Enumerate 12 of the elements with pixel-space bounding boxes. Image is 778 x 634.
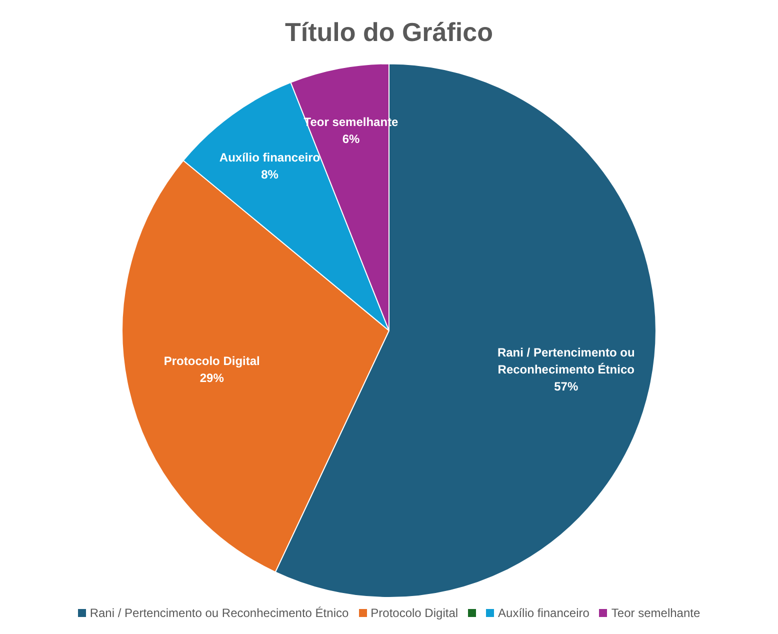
legend-label: Rani / Pertencimento ou Reconhecimento Étnico (90, 606, 349, 620)
data-label: 57% (554, 380, 578, 394)
legend-label: Protocolo Digital (370, 606, 458, 620)
slice-label: Auxílio financeiro (219, 150, 320, 164)
chart-title: Título do Gráfico (285, 16, 493, 47)
data-label: 6% (342, 132, 360, 146)
data-label: 29% (200, 371, 224, 386)
legend-label: Teor semelhante (611, 606, 700, 620)
data-label: 8% (261, 167, 279, 182)
slice-label: Rani / Pertencimento ou Reconhecimento Étnico (497, 346, 635, 377)
slice-label: Protocolo Digital (164, 354, 260, 368)
legend-label: Auxílio financeiro (498, 606, 590, 620)
